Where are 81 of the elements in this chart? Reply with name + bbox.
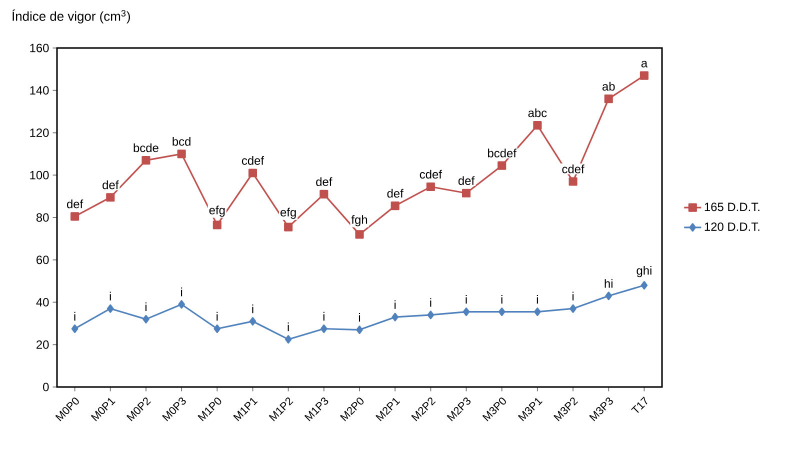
point xyxy=(426,182,435,192)
point xyxy=(142,156,150,165)
annotation: def xyxy=(458,176,475,185)
annotation: bcd xyxy=(172,136,190,146)
y-tick-label: 140 xyxy=(30,86,49,95)
point xyxy=(142,314,150,324)
annotation: i xyxy=(181,288,182,296)
point xyxy=(106,304,114,313)
annotation: efg xyxy=(280,208,296,219)
annotation: i xyxy=(501,294,502,304)
point xyxy=(214,324,221,334)
point xyxy=(212,220,222,230)
annotation: i xyxy=(288,322,289,332)
x-tick-label: T17 xyxy=(631,396,648,413)
annotation: cdef xyxy=(562,164,584,174)
point xyxy=(640,281,648,290)
annotation: i xyxy=(110,292,111,300)
y-tick-label: 60 xyxy=(36,256,49,264)
y-tick-label: 80 xyxy=(36,213,49,222)
point xyxy=(534,307,541,316)
point xyxy=(570,304,576,313)
point xyxy=(498,161,506,170)
point xyxy=(70,212,80,221)
point xyxy=(248,168,258,178)
annotation: cdef xyxy=(420,170,442,179)
annotation: i xyxy=(323,312,324,321)
point xyxy=(462,188,471,198)
point xyxy=(178,300,185,309)
annotation: i xyxy=(74,312,76,321)
point xyxy=(392,312,399,322)
annotation: bcde xyxy=(134,143,158,152)
annotation: i xyxy=(572,292,574,300)
y-tick-label: 120 xyxy=(30,128,49,137)
annotation: ab xyxy=(602,82,615,91)
point xyxy=(71,324,78,334)
point xyxy=(356,326,363,334)
y-tick-label: 0 xyxy=(43,382,49,392)
point xyxy=(462,307,470,316)
annotation: i xyxy=(536,294,538,304)
y-axis-title: Índice de vigor (cm$^{3}$) xyxy=(12,10,130,24)
annotation: a xyxy=(641,60,648,68)
point xyxy=(355,230,364,239)
point xyxy=(498,307,506,316)
annotation: bcdef xyxy=(488,148,516,158)
annotation: def xyxy=(102,180,119,190)
annotation: i xyxy=(394,300,396,309)
annotation: efg xyxy=(209,206,225,217)
legend-label: 120 D.D.T. xyxy=(704,222,760,231)
annotation: abc xyxy=(528,108,547,118)
point xyxy=(604,94,613,104)
annotation: i xyxy=(145,302,146,312)
point xyxy=(320,324,328,334)
y-tick-label: 40 xyxy=(36,298,49,306)
point xyxy=(640,71,648,80)
legend-label: 165 D.D.T. xyxy=(704,202,760,212)
annotation: cdef xyxy=(242,156,264,165)
point xyxy=(390,202,400,210)
annotation: def xyxy=(316,177,332,186)
y-tick-label: 20 xyxy=(36,340,49,349)
point xyxy=(249,317,256,326)
annotation: hi xyxy=(604,279,612,288)
point xyxy=(568,177,578,186)
y-tick-label: 160 xyxy=(30,44,49,52)
point xyxy=(605,292,612,300)
point xyxy=(320,190,328,198)
point xyxy=(427,310,434,320)
annotation: i xyxy=(252,304,254,314)
annotation: i xyxy=(358,312,360,322)
annotation: def xyxy=(66,199,84,208)
annotation: i xyxy=(466,294,467,304)
annotation: def xyxy=(387,188,404,198)
point xyxy=(284,335,292,344)
point xyxy=(284,222,293,232)
annotation: i xyxy=(430,298,432,307)
annotation: fgh xyxy=(351,215,368,226)
annotation: i xyxy=(216,312,218,321)
y-tick-label: 100 xyxy=(30,170,49,180)
annotation: ghi xyxy=(636,266,652,278)
point xyxy=(177,150,186,158)
point xyxy=(106,193,115,202)
point xyxy=(533,121,542,130)
